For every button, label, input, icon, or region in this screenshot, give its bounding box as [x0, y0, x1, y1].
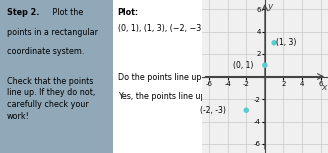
- Text: x: x: [321, 83, 326, 92]
- Point: [262, 64, 268, 66]
- Text: (1, 3): (1, 3): [276, 38, 296, 47]
- Text: Plot the: Plot the: [50, 8, 83, 17]
- Text: Do the points line up?: Do the points line up?: [117, 73, 205, 82]
- Text: (0, 1), (1, 3), (−2, −3).: (0, 1), (1, 3), (−2, −3).: [117, 24, 206, 34]
- Text: Step 2.: Step 2.: [7, 8, 39, 17]
- Text: points in a rectangular: points in a rectangular: [7, 28, 98, 37]
- Text: (-2, -3): (-2, -3): [200, 106, 226, 115]
- Point: [244, 109, 249, 112]
- Text: Check that the points
line up. If they do not,
carefully check your
work!: Check that the points line up. If they d…: [7, 76, 95, 121]
- Text: coordinate system.: coordinate system.: [7, 47, 84, 56]
- Text: (0, 1): (0, 1): [233, 61, 254, 70]
- Text: Yes, the points line up.: Yes, the points line up.: [117, 92, 208, 101]
- Point: [272, 41, 277, 44]
- Text: y: y: [267, 2, 273, 11]
- Text: Plot:: Plot:: [117, 8, 139, 17]
